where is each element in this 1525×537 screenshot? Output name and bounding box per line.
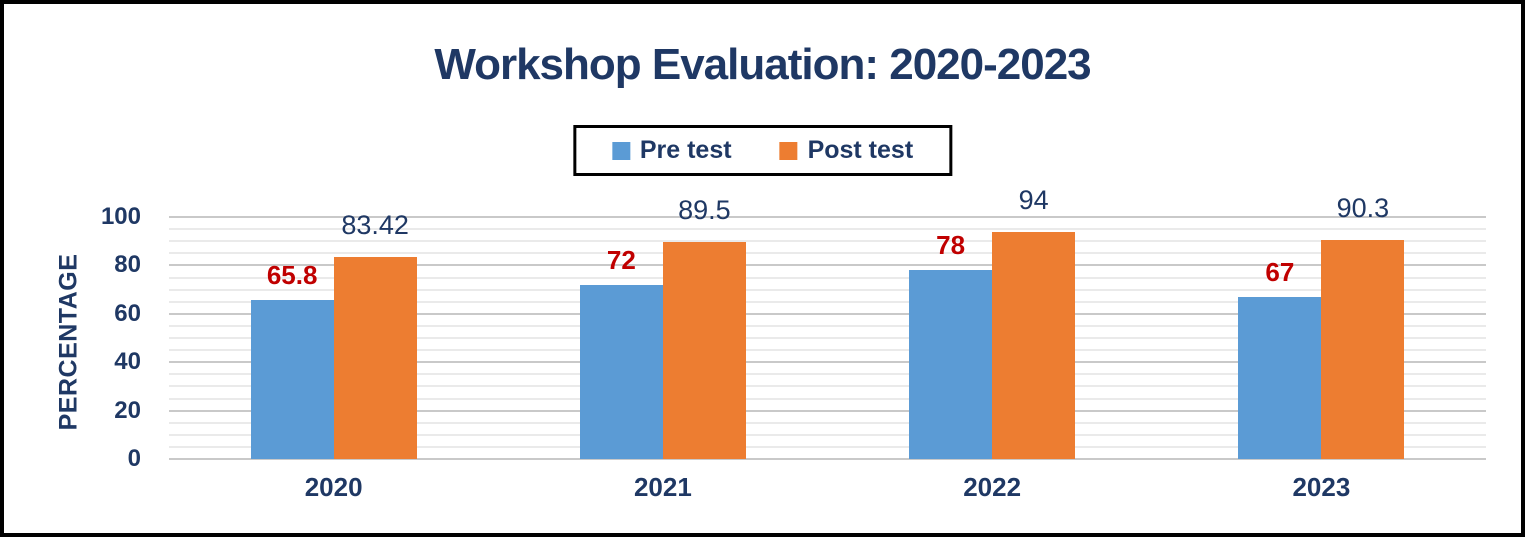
major-gridline-40 xyxy=(169,361,1486,364)
x-label-2023: 2023 xyxy=(1292,472,1351,502)
minor-gridline-30 xyxy=(169,385,1486,388)
bar-post-test-2021 xyxy=(662,242,746,459)
minor-gridline-15 xyxy=(169,421,1486,424)
chart-title: Workshop Evaluation: 2020-2023 xyxy=(434,40,1091,89)
pre-test-swatch-icon xyxy=(611,141,630,160)
legend-label-pre-test: Pre test xyxy=(639,136,732,164)
minor-gridline-55 xyxy=(169,324,1486,327)
x-label-2020: 2020 xyxy=(304,472,363,502)
data-label-post-2021: 89.5 xyxy=(678,195,731,226)
y-tick-80: 80 xyxy=(114,251,141,279)
minor-gridline-95 xyxy=(169,228,1486,231)
minor-gridline-25 xyxy=(169,397,1486,400)
legend-item-post-test: Post test xyxy=(779,136,914,164)
x-label-2021: 2021 xyxy=(633,472,692,502)
data-label-pre-2023: 67 xyxy=(1265,256,1295,287)
data-label-pre-2021: 72 xyxy=(606,244,636,275)
y-tick-40: 40 xyxy=(114,348,141,376)
bar-post-test-2022 xyxy=(992,231,1076,459)
minor-gridline-45 xyxy=(169,349,1486,352)
post-test-swatch-icon xyxy=(779,141,798,160)
x-label-2022: 2022 xyxy=(963,472,1022,502)
major-gridline-20 xyxy=(169,409,1486,412)
data-label-pre-2022: 78 xyxy=(936,230,966,261)
minor-gridline-10 xyxy=(169,433,1486,436)
plot-area: 65.8 83.42 72 89.5 78 94 67 90.3 xyxy=(169,186,1486,460)
minor-gridline-70 xyxy=(169,288,1486,291)
y-tick-60: 60 xyxy=(114,299,141,327)
bar-post-test-2023 xyxy=(1321,240,1405,459)
minor-gridline-5 xyxy=(169,445,1486,448)
major-gridline-60 xyxy=(169,312,1486,315)
y-tick-100: 100 xyxy=(100,203,141,230)
minor-gridline-50 xyxy=(169,337,1486,339)
bar-pre-test-2022 xyxy=(909,270,993,459)
bar-post-test-2020 xyxy=(333,257,417,459)
minor-gridline-90 xyxy=(169,240,1486,243)
bar-pre-test-2020 xyxy=(250,299,334,459)
minor-gridline-35 xyxy=(169,373,1486,376)
legend: Pre test Post test xyxy=(572,125,953,176)
major-gridline-100 xyxy=(169,216,1486,218)
data-label-post-2020: 83.42 xyxy=(341,210,409,241)
bar-pre-test-2021 xyxy=(579,284,663,459)
data-label-post-2022: 94 xyxy=(1018,184,1049,215)
minor-gridline-65 xyxy=(169,300,1486,303)
major-gridline-0 xyxy=(169,458,1486,460)
data-label-post-2023: 90.3 xyxy=(1336,193,1390,224)
y-tick-0: 0 xyxy=(127,445,141,472)
minor-gridline-75 xyxy=(169,276,1486,279)
minor-gridline-85 xyxy=(169,252,1486,255)
data-label-pre-2020: 65.8 xyxy=(266,259,318,290)
legend-label-post-test: Post test xyxy=(807,136,914,164)
major-gridline-80 xyxy=(169,264,1486,267)
y-tick-20: 20 xyxy=(114,396,141,424)
bar-pre-test-2023 xyxy=(1238,296,1322,459)
legend-item-pre-test: Pre test xyxy=(611,136,732,164)
